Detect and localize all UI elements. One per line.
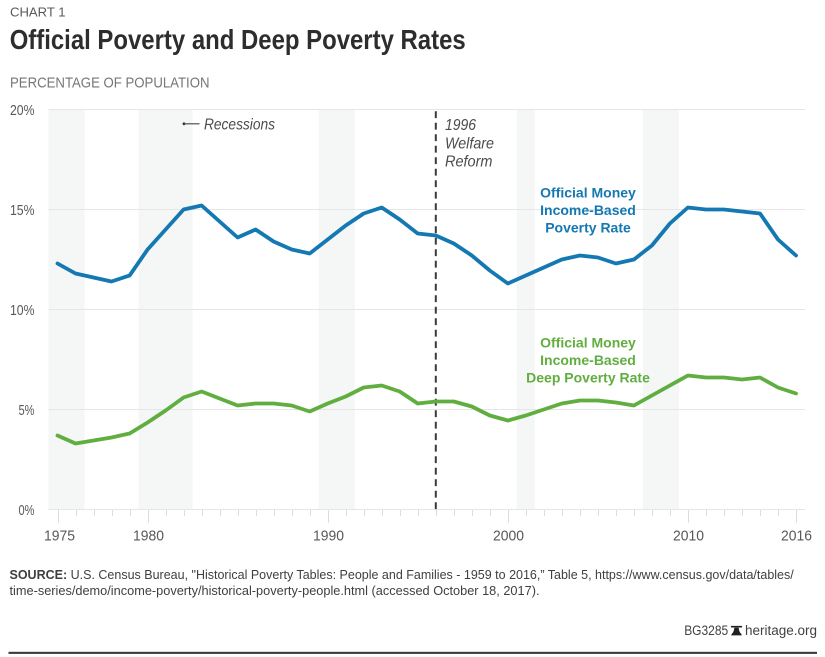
svg-text:1996: 1996 [445,117,476,134]
svg-text:2000: 2000 [493,527,524,544]
svg-text:Official Poverty and Deep Pove: Official Poverty and Deep Poverty Rates [10,24,466,55]
svg-text:BG3285: BG3285 [684,623,728,638]
svg-text:1975: 1975 [44,527,75,544]
svg-text:Official Money: Official Money [540,185,636,201]
svg-text:CHART 1: CHART 1 [10,5,66,20]
svg-text:5%: 5% [19,402,35,419]
svg-text:time-series/demo/income-povert: time-series/demo/income-poverty/historic… [10,584,540,598]
svg-text:2016: 2016 [781,527,812,544]
svg-text:2010: 2010 [673,527,704,544]
svg-text:1990: 1990 [313,527,344,544]
svg-text:15%: 15% [10,202,35,219]
svg-text:Reform: Reform [445,154,493,171]
svg-text:10%: 10% [10,302,35,319]
svg-text:Income-Based: Income-Based [540,352,636,368]
svg-text:Income-Based: Income-Based [540,202,636,218]
svg-text:SOURCE: U.S. Census Bureau, "H: SOURCE: U.S. Census Bureau, "Historical … [10,568,795,582]
svg-text:Recessions: Recessions [204,117,275,134]
svg-text:Official Money: Official Money [540,335,636,351]
svg-text:Deep Poverty Rate: Deep Poverty Rate [526,370,650,386]
svg-text:1980: 1980 [133,527,164,544]
svg-text:20%: 20% [10,102,35,119]
svg-text:Poverty Rate: Poverty Rate [545,220,631,236]
svg-text:Welfare: Welfare [445,135,494,152]
svg-text:PERCENTAGE OF POPULATION: PERCENTAGE OF POPULATION [10,75,210,91]
svg-text:heritage.org: heritage.org [745,623,817,638]
svg-text:0%: 0% [19,502,35,519]
